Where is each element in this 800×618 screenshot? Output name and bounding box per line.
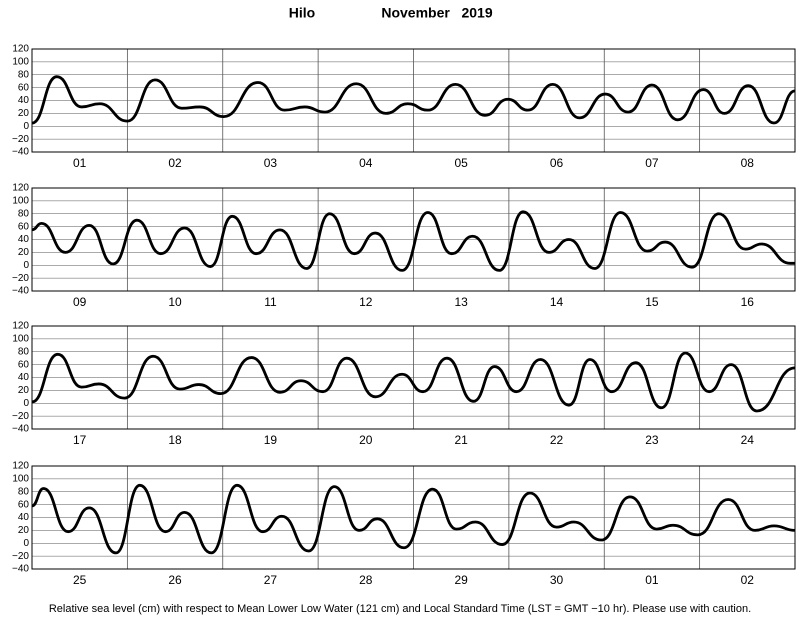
day-label: 09: [73, 295, 87, 309]
y-tick-label: 60: [18, 221, 30, 232]
plot-frame: [31, 48, 796, 153]
y-tick-label: −40: [12, 286, 29, 297]
y-tick-label: 100: [12, 57, 29, 68]
y-tick-label: 100: [12, 196, 29, 207]
station-title: Hilo: [289, 5, 315, 21]
y-tick-label: 20: [18, 108, 30, 119]
y-tick-label: −20: [12, 134, 29, 145]
y-tick-label: 40: [18, 512, 30, 523]
day-label: 19: [264, 433, 278, 447]
y-tick-label: 80: [18, 208, 30, 219]
y-tick-label: 100: [12, 474, 29, 485]
day-label: 22: [550, 433, 564, 447]
y-tick-label: 0: [23, 398, 29, 409]
y-tick-label: −20: [12, 273, 29, 284]
day-label: 16: [741, 295, 755, 309]
day-label: 03: [264, 156, 278, 170]
y-tick-label: −40: [12, 564, 29, 575]
y-tick-label: 120: [12, 183, 29, 194]
y-tick-label: 120: [12, 44, 29, 55]
day-label: 30: [550, 573, 564, 587]
plot-frame: [31, 465, 796, 570]
y-tick-label: 120: [12, 321, 29, 332]
day-label: 25: [73, 573, 87, 587]
y-tick-label: 20: [18, 525, 30, 536]
day-label: 06: [550, 156, 564, 170]
day-label: 05: [455, 156, 469, 170]
day-label: 04: [359, 156, 373, 170]
y-tick-label: 120: [12, 461, 29, 472]
y-tick-label: 60: [18, 499, 30, 510]
footnote: Relative sea level (cm) with respect to …: [49, 603, 751, 615]
day-label: 26: [168, 573, 182, 587]
y-tick-label: 0: [23, 538, 29, 549]
day-label: 01: [73, 156, 87, 170]
day-label: 24: [741, 433, 755, 447]
y-tick-label: 0: [23, 260, 29, 271]
plot-frame: [31, 187, 796, 292]
day-label: 10: [168, 295, 182, 309]
period-title: November 2019: [381, 5, 492, 21]
y-tick-label: 60: [18, 82, 30, 93]
y-tick-label: 40: [18, 95, 30, 106]
y-tick-label: 20: [18, 385, 30, 396]
plot-frame: [31, 325, 796, 430]
y-tick-label: 0: [23, 121, 29, 132]
y-tick-label: −20: [12, 551, 29, 562]
tide-line: [31, 75, 796, 125]
day-label: 01: [645, 573, 659, 587]
day-label: 21: [455, 433, 469, 447]
y-tick-label: 80: [18, 69, 30, 80]
y-tick-label: −20: [12, 411, 29, 422]
day-label: 12: [359, 295, 373, 309]
y-tick-label: 80: [18, 346, 30, 357]
day-label: 23: [645, 433, 659, 447]
y-tick-label: 60: [18, 359, 30, 370]
day-label: 29: [455, 573, 469, 587]
tide-line: [31, 483, 796, 555]
tide-line: [31, 351, 796, 413]
day-label: 13: [455, 295, 469, 309]
y-tick-label: 40: [18, 372, 30, 383]
day-label: 17: [73, 433, 87, 447]
day-label: 18: [168, 433, 182, 447]
tide-line: [31, 210, 795, 272]
day-label: 27: [264, 573, 278, 587]
y-tick-label: −40: [12, 147, 29, 158]
y-tick-label: 100: [12, 334, 29, 345]
day-label: 14: [550, 295, 564, 309]
day-label: 28: [359, 573, 373, 587]
day-label: 20: [359, 433, 373, 447]
day-label: 11: [264, 295, 277, 309]
day-label: 15: [645, 295, 659, 309]
y-tick-label: 40: [18, 234, 30, 245]
day-label: 02: [168, 156, 182, 170]
y-tick-label: 20: [18, 247, 30, 258]
y-tick-label: 80: [18, 486, 30, 497]
day-label: 08: [741, 156, 755, 170]
day-label: 02: [741, 573, 755, 587]
day-label: 07: [645, 156, 659, 170]
y-tick-label: −40: [12, 424, 29, 435]
